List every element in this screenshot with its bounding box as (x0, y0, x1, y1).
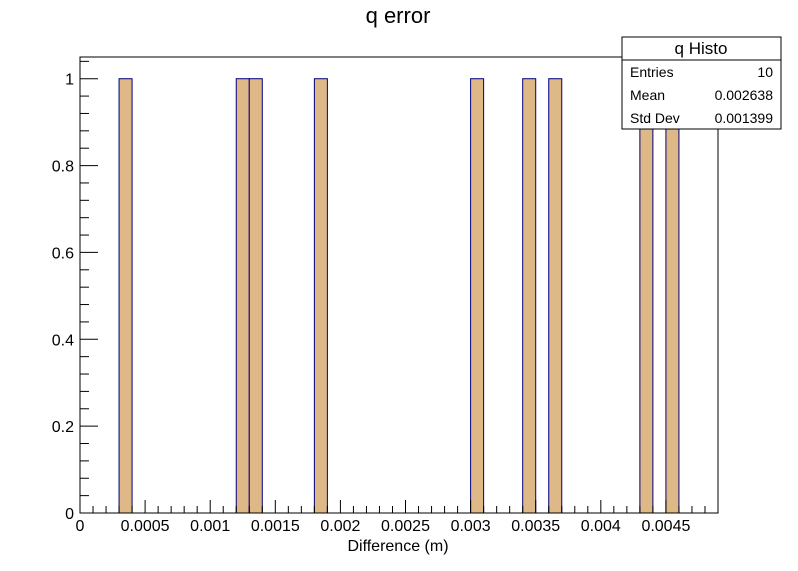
plot-frame (79, 56, 719, 514)
bars-group (118, 78, 680, 514)
y-tick-label: 0 (65, 506, 74, 523)
histogram-bar-5 (522, 78, 537, 514)
stats-mean-value: 0.002638 (715, 87, 774, 103)
x-tick-label: 0 (76, 518, 85, 535)
y-tick-label: 0.2 (52, 419, 74, 436)
stats-mean-label: Mean (630, 87, 665, 103)
stats-box: q Histo Entries 10 Mean 0.002638 Std Dev… (621, 36, 782, 130)
y-axis-ticks (80, 60, 98, 514)
stats-stddev-value: 0.001399 (715, 110, 774, 126)
x-tick-label: 0.003 (451, 518, 491, 535)
histogram-bar-3 (313, 78, 328, 514)
stats-entries-label: Entries (630, 64, 674, 80)
histogram-bar-7 (639, 78, 654, 514)
histogram-bar-8 (665, 78, 680, 514)
x-axis-tick-labels: 0 0.0005 0.001 0.0015 0.002 0.0025 0.003 0.0035… (76, 518, 691, 535)
x-tick-label: 0.004 (581, 518, 621, 535)
y-tick-label: 0.6 (52, 245, 74, 262)
x-tick-label: 0.001 (190, 518, 230, 535)
histogram-bar-0 (118, 78, 133, 514)
stats-box-title: q Histo (675, 39, 728, 58)
stats-entries-value: 10 (757, 64, 773, 80)
x-tick-label: 0.0025 (381, 518, 430, 535)
x-tick-label: 0.0045 (641, 518, 690, 535)
y-axis-tick-labels: 0 0.2 0.4 0.6 0.8 1 (52, 72, 74, 523)
chart-title: q error (366, 3, 431, 28)
stats-box-frame (621, 36, 782, 130)
x-axis-label: Difference (m) (347, 538, 448, 555)
y-tick-label: 0.4 (52, 332, 74, 349)
x-tick-label: 0.0015 (251, 518, 300, 535)
histogram-bar-2 (248, 78, 263, 514)
histogram-bar-1 (235, 78, 250, 514)
y-tick-label: 0.8 (52, 159, 74, 176)
y-tick-label: 1 (65, 72, 74, 89)
x-tick-label: 0.002 (320, 518, 360, 535)
stats-stddev-label: Std Dev (630, 110, 680, 126)
x-tick-label: 0.0035 (511, 518, 560, 535)
histogram-bar-4 (470, 78, 485, 514)
histogram-bar-6 (548, 78, 563, 514)
x-tick-label: 0.0005 (121, 518, 170, 535)
x-axis-ticks (79, 500, 719, 513)
